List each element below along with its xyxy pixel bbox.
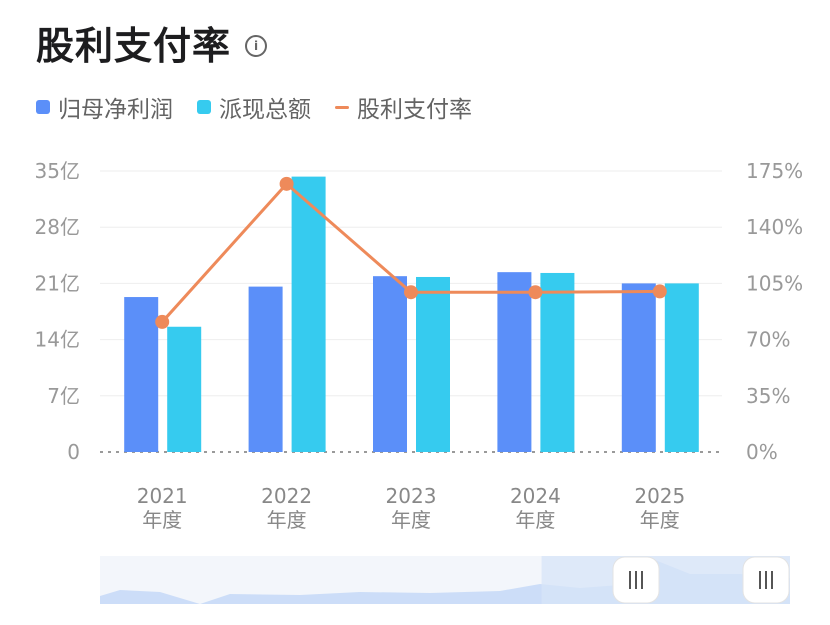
legend-swatch-dividend — [197, 100, 211, 114]
legend-item-net-profit[interactable]: 归母净利润 — [36, 90, 173, 124]
x-tick-label-year: 2023 — [386, 484, 437, 508]
bar-net-profit[interactable] — [248, 286, 283, 452]
y-left-tick-label: 28亿 — [35, 215, 80, 239]
x-tick-label-year: 2024 — [510, 484, 561, 508]
bar-dividend[interactable] — [291, 176, 326, 452]
bar-net-profit[interactable] — [497, 272, 532, 452]
y-right-tick-label: 175% — [746, 159, 803, 183]
y-left-tick-label: 21亿 — [35, 271, 80, 295]
y-right-tick-label: 70% — [746, 328, 790, 352]
bar-dividend[interactable] — [416, 276, 450, 452]
legend: 归母净利润 派现总额 股利支付率 — [36, 90, 472, 124]
legend-label-net-profit: 归母净利润 — [58, 97, 173, 123]
bar-dividend[interactable] — [664, 283, 699, 452]
y-right-tick-label: 35% — [746, 384, 790, 408]
y-right-tick-label: 105% — [746, 271, 803, 295]
x-tick-label-year: 2021 — [137, 484, 188, 508]
x-tick-label-suffix: 年度 — [640, 508, 680, 532]
payout-point[interactable] — [155, 314, 170, 329]
bar-net-profit[interactable] — [124, 297, 159, 452]
legend-line-payout — [335, 105, 349, 109]
payout-point[interactable] — [279, 176, 294, 191]
payout-line — [161, 182, 660, 323]
legend-label-payout: 股利支付率 — [357, 97, 472, 123]
x-tick-label-suffix: 年度 — [391, 508, 431, 532]
y-left-tick-label: 0 — [67, 440, 80, 464]
x-tick-label-suffix: 年度 — [515, 508, 555, 532]
y-left-tick-label: 35亿 — [35, 159, 80, 183]
x-tick-label-year: 2025 — [634, 484, 685, 508]
payout-point[interactable] — [528, 285, 543, 300]
x-tick-label-suffix: 年度 — [142, 508, 182, 532]
bar-net-profit[interactable] — [373, 276, 407, 452]
x-tick-label-suffix: 年度 — [267, 508, 307, 532]
legend-swatch-net-profit — [36, 100, 50, 114]
bar-dividend[interactable] — [540, 272, 575, 452]
legend-item-payout[interactable]: 股利支付率 — [335, 90, 472, 124]
x-tick-label-year: 2022 — [261, 484, 312, 508]
legend-item-dividend[interactable]: 派现总额 — [197, 90, 311, 124]
y-left-tick-label: 14亿 — [35, 328, 80, 352]
payout-point[interactable] — [404, 285, 418, 300]
chart-title: 股利支付率 — [36, 23, 232, 68]
info-icon[interactable]: i — [245, 35, 268, 57]
bar-net-profit[interactable] — [621, 283, 656, 452]
y-right-tick-label: 140% — [746, 215, 803, 239]
legend-label-dividend: 派现总额 — [219, 97, 311, 123]
chart-header: 股利支付率 i — [36, 14, 268, 70]
bar-dividend[interactable] — [167, 326, 202, 452]
y-right-tick-label: 0% — [746, 440, 778, 464]
y-left-tick-label: 7亿 — [47, 384, 80, 408]
payout-point[interactable] — [652, 284, 667, 299]
